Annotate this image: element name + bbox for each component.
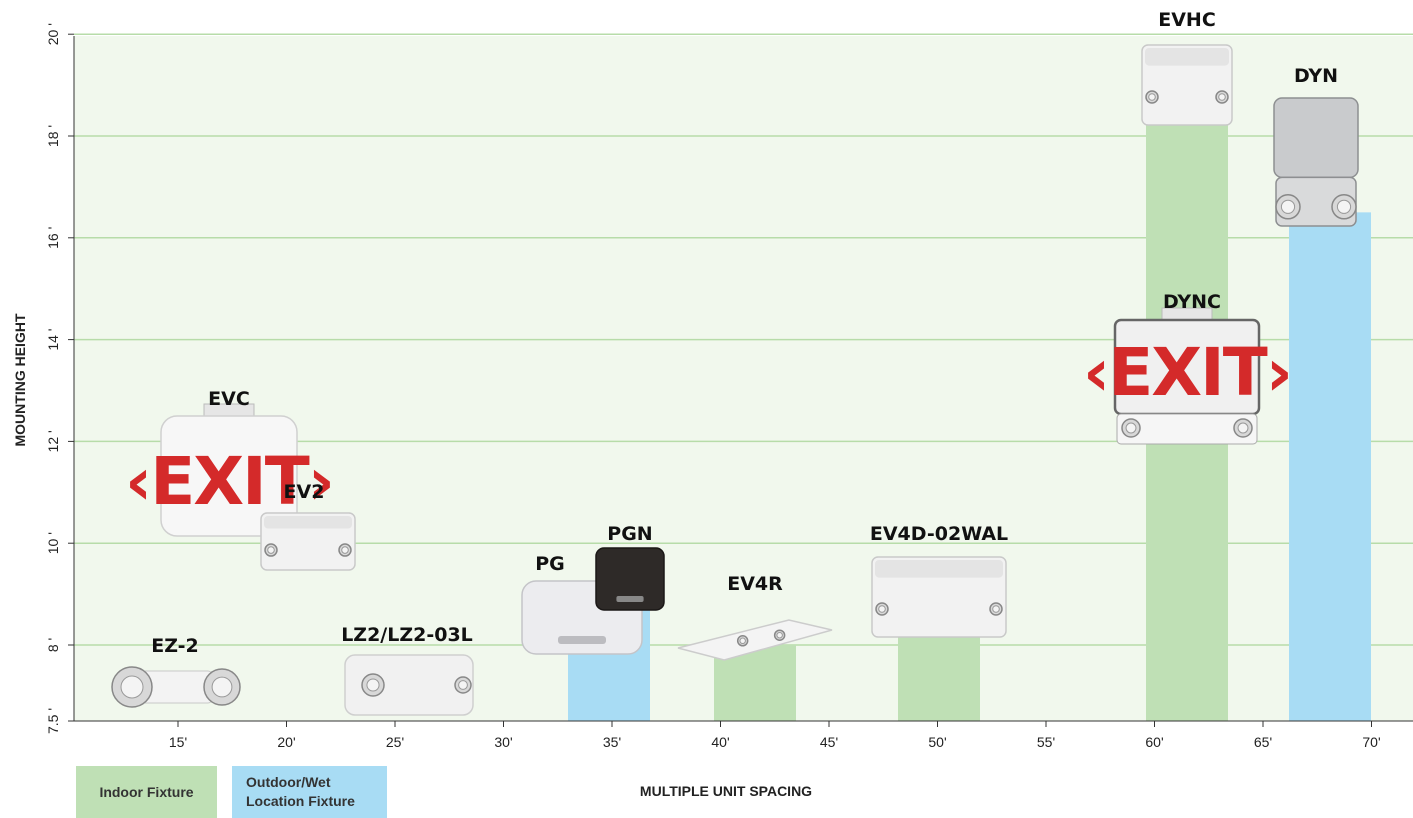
bar-dyn [1289,212,1371,721]
legend-indoor-fixture: Indoor Fixture [76,766,217,818]
fixture-label-ev4d-02wal: EV4D-02WAL [870,523,1008,545]
fixture-label-evc: EVC [208,388,250,410]
fixture-image-evc: ‹EXIT› [125,403,335,537]
x-tick-label: 65' [1254,734,1272,750]
fixture-image-dync: ‹EXIT› [1083,307,1293,445]
fixture-label-ev2: EV2 [284,481,325,503]
fixture-label-ev4r: EV4R [727,573,783,595]
y-tick-label: 20 ' [45,23,61,45]
fixture-image-ev2 [260,512,356,571]
y-tick-label: 8 ' [45,638,61,652]
x-tick-label: 15' [169,734,187,750]
fixture-image-ev4r [677,619,833,661]
x-tick-label: 20' [277,734,295,750]
y-tick-label: 18 ' [45,125,61,147]
fixture-label-dync: DYNC [1163,291,1221,313]
y-tick-label: 7.5 ' [45,708,61,734]
axes-layer: 7.5 ' 8 ' 10 ' 12 ' 14 ' 16 ' 18 ' 20 ' 15' 20' 25… [45,23,1413,750]
fixture-image-ev4d-02wal [871,556,1007,638]
x-tick-label: 30' [494,734,512,750]
y-tick-label: 16 ' [45,227,61,249]
y-axis-title: MOUNTING HEIGHT [12,313,28,446]
legend-outdoor-fixture: Outdoor/Wet Location Fixture [232,766,387,818]
x-tick-label: 60' [1145,734,1163,750]
y-tick-label: 14 ' [45,329,61,351]
fixture-image-ez-2 [111,666,241,708]
legend-outdoor-label: Outdoor/Wet Location Fixture [246,774,355,809]
x-tick-label: 55' [1037,734,1055,750]
svg-text:‹EXIT›: ‹EXIT› [125,443,333,520]
fixture-image-evhc [1141,44,1233,126]
svg-text:‹EXIT›: ‹EXIT› [1083,334,1291,411]
bar-ev4d-02wal [898,629,980,721]
fixture-label-evhc: EVHC [1158,9,1216,31]
fixture-label-lz2-lz2-03l: LZ2/LZ2-03L [341,624,473,646]
x-tick-label: 70' [1362,734,1380,750]
x-tick-label: 35' [603,734,621,750]
fixture-label-pgn: PGN [607,523,652,545]
fixture-image-lz2-lz2-03l [344,654,474,716]
legend-indoor-label: Indoor Fixture [99,784,194,800]
y-tick-label: 10 ' [45,532,61,554]
fixture-label-dyn: DYN [1294,65,1338,87]
x-tick-label: 25' [386,734,404,750]
fixture-label-ez-2: EZ-2 [151,635,199,657]
fixtures-layer: EZ-2 ‹EXIT› EVC EV2 LZ2/LZ2-03L PG PGN EV4R EV4D… [111,9,1359,716]
x-axis-title: MULTIPLE UNIT SPACING [640,783,812,799]
x-tick-label: 45' [820,734,838,750]
fixture-label-pg: PG [535,553,565,575]
fixture-image-pgn [595,547,665,611]
fixture-image-dyn [1273,97,1359,227]
x-tick-label: 40' [711,734,729,750]
x-tick-label: 50' [928,734,946,750]
y-tick-label: 12 ' [45,430,61,452]
